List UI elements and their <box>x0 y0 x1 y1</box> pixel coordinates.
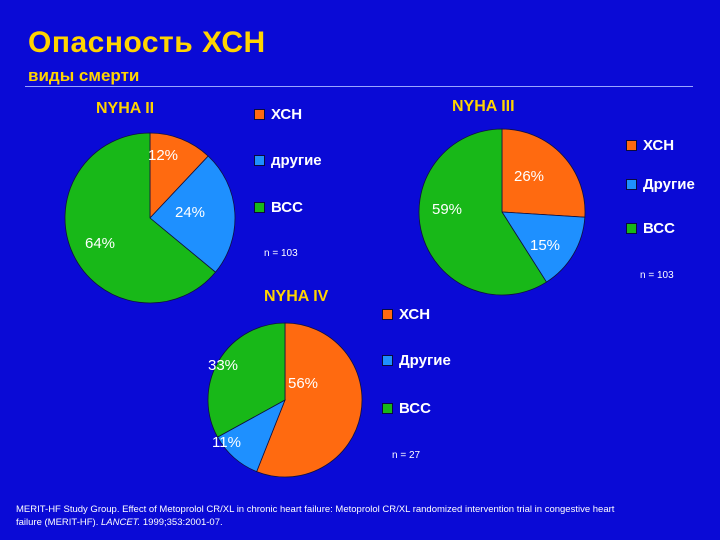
legend-swatch-chf <box>626 140 637 151</box>
legend-nyha-iii-scd: ВСС <box>626 220 675 237</box>
pie-label-3-3: 33% <box>208 357 238 374</box>
legend-swatch-other <box>626 179 637 190</box>
legend-nyha-ii-chf: ХСН <box>254 106 302 123</box>
pie-slice-3-3 <box>207 322 286 438</box>
slide-subtitle: виды смерти <box>28 66 140 85</box>
legend-label: другие <box>271 152 322 169</box>
citation: MERIT-HF Study Group. Effect of Metoprol… <box>16 503 616 529</box>
pie-label-3-1: 56% <box>288 375 318 392</box>
pie-nyha-ii: 12% 24% 64% <box>64 132 236 304</box>
pie-slice-2-2 <box>501 211 586 283</box>
legend-nyha-iii-chf: ХСН <box>626 137 674 154</box>
legend-nyha-iv-scd: ВСС <box>382 400 431 417</box>
citation-text-end: 1999;353:2001-07. <box>140 517 223 528</box>
n-count-nyha-iv: n = 27 <box>392 450 421 461</box>
citation-text: MERIT-HF Study Group. Effect of Metoprol… <box>16 504 615 528</box>
pie-slice-3-1 <box>256 322 363 478</box>
legend-nyha-iv-chf: ХСН <box>382 306 430 323</box>
chart-title-nyha-ii: NYHA II <box>96 100 155 117</box>
pie-nyha-iii: 26% 15% 59% <box>418 128 586 296</box>
pie-label-1-2: 24% <box>175 204 205 221</box>
legend-label: ВСС <box>399 400 431 417</box>
legend-label: ХСН <box>643 137 675 154</box>
chart-title-nyha-iv: NYHA IV <box>264 288 329 305</box>
n-count-nyha-ii: n = 103 <box>264 248 298 259</box>
pie-label-3-2: 11% <box>212 434 241 451</box>
legend-swatch-chf <box>382 309 393 320</box>
legend-swatch-chf <box>254 109 265 120</box>
legend-nyha-ii-other: другие <box>254 152 322 169</box>
legend-label: Другие <box>399 352 451 369</box>
pie-label-2-1: 26% <box>514 168 544 185</box>
pie-slice-1-1 <box>149 132 209 220</box>
legend-label: Другие <box>643 176 695 193</box>
legend-swatch-other <box>254 155 265 166</box>
pie-slice-2-1 <box>501 128 586 218</box>
pie-label-2-3: 59% <box>432 201 462 218</box>
legend-label: ВСС <box>643 220 675 237</box>
citation-journal: LANCET. <box>100 517 141 528</box>
pie-label-1-3: 64% <box>85 235 115 252</box>
legend-nyha-ii-scd: ВСС <box>254 199 303 216</box>
slide-title: Опасность ХСН <box>28 26 266 59</box>
legend-label: ХСН <box>271 106 303 123</box>
pie-label-2-2: 15% <box>530 237 560 254</box>
legend-label: ХСН <box>399 306 431 323</box>
pie-label-1-1: 12% <box>148 147 178 164</box>
chart-title-nyha-iii: NYHA III <box>452 98 515 115</box>
n-count-nyha-iii: n = 103 <box>640 270 674 281</box>
legend-swatch-other <box>382 355 393 366</box>
legend-nyha-iii-other: Другие <box>626 176 695 193</box>
legend-swatch-scd <box>254 202 265 213</box>
title-divider <box>25 86 693 87</box>
pie-slice-1-3 <box>64 132 217 304</box>
legend-nyha-iv-other: Другие <box>382 352 451 369</box>
pie-slice-1-2 <box>149 155 236 273</box>
pie-nyha-iv: 56% 11% 33% <box>207 322 363 478</box>
pie-slice-2-3 <box>418 128 548 296</box>
legend-label: ВСС <box>271 199 303 216</box>
legend-swatch-scd <box>626 223 637 234</box>
legend-swatch-scd <box>382 403 393 414</box>
